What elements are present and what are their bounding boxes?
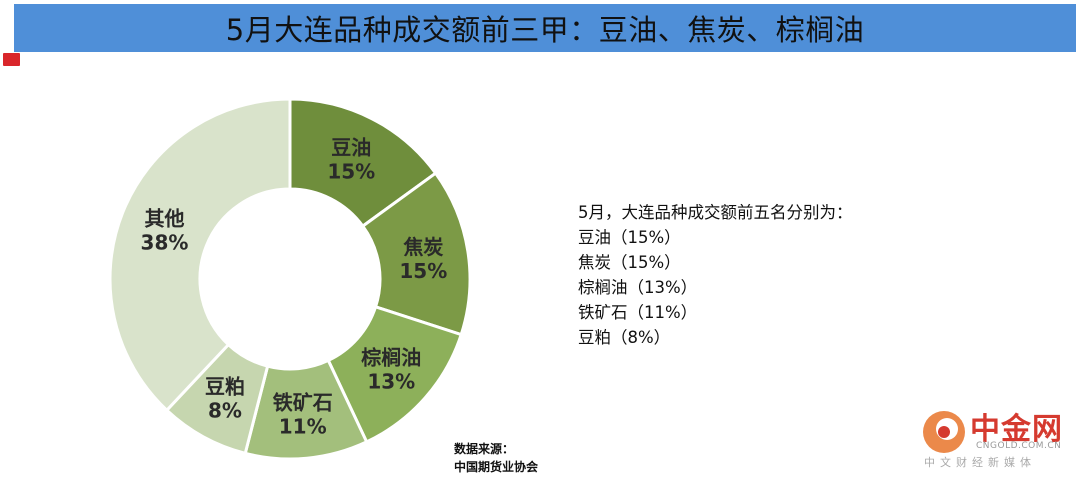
donut-slice [288,97,438,229]
summary-item: 豆粕（8%） [578,328,671,347]
donut-slice [360,171,472,337]
title-bar: 5月大连品种成交额前三甲：豆油、焦炭、棕榈油 [14,4,1076,52]
watermark: 中金网 CNGOLD.COM.CN 中文财经新媒体 [918,403,1068,473]
slice-value-label: 11% [279,414,327,438]
slice-value-label: 8% [208,398,242,422]
slice-category-label: 其他 [144,206,184,230]
watermark-url: CNGOLD.COM.CN [976,441,1062,451]
slice-category-label: 棕榈油 [361,345,421,369]
source-org: 中国期货业协会 [454,460,539,474]
slice-value-label: 38% [141,230,189,254]
slice-category-label: 豆粕 [205,374,245,398]
summary-heading: 5月，大连品种成交额前五名分别为： [578,203,853,222]
summary-item: 棕榈油（13%） [578,278,698,297]
slice-value-label: 15% [327,160,375,184]
data-source: 数据来源： 中国期货业协会 [454,440,538,476]
summary-item: 铁矿石（11%） [578,303,698,322]
watermark-tagline: 中文财经新媒体 [924,456,1036,469]
donut-slice [108,97,292,413]
slice-value-label: 15% [399,259,447,283]
watermark-brand: 中金网 [970,412,1063,447]
page-title: 5月大连品种成交额前三甲：豆油、焦炭、棕榈油 [225,13,865,47]
slice-category-label: 豆油 [331,136,371,160]
summary-item: 豆油（15%） [578,228,681,247]
summary-text: 5月，大连品种成交额前五名分别为： 豆油（15%） 焦炭（15%） 棕榈油（13… [578,200,853,350]
source-label: 数据来源： [454,442,515,456]
corner-logo-mark [3,53,20,66]
summary-item: 焦炭（15%） [578,253,681,272]
slice-value-label: 13% [367,369,415,393]
slice-category-label: 铁矿石 [273,390,333,414]
slice-category-label: 焦炭 [403,235,443,259]
cngold-logo-icon [923,411,965,453]
